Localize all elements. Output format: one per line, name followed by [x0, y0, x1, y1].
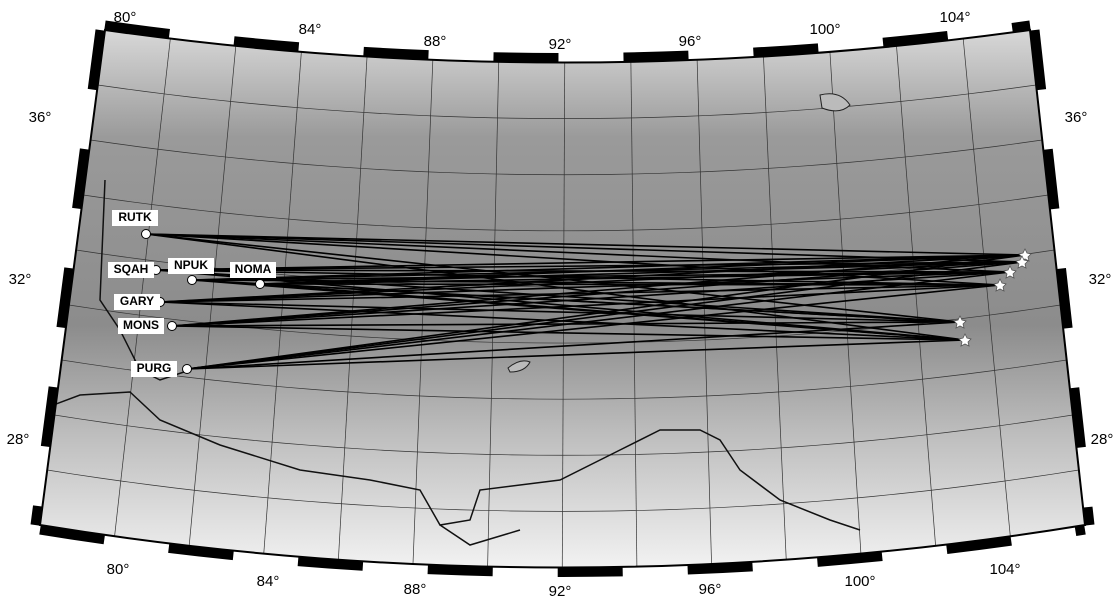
ray-path: [145, 233, 961, 323]
ray-path: [186, 339, 966, 370]
parallel: [97, 84, 1037, 119]
frame-checkers: [30, 20, 1095, 577]
coordinate-label: 28°: [7, 431, 30, 448]
station-label: NPUK: [174, 258, 208, 272]
event-star: [1003, 265, 1017, 279]
station-label-bg: [168, 258, 214, 274]
ray-path: [159, 254, 1026, 303]
station-label-bg: [114, 294, 160, 310]
ray-paths: [145, 233, 1026, 370]
station-label-bg: [230, 262, 276, 278]
station-label-bg: [131, 361, 177, 377]
ray-path: [191, 254, 1026, 281]
ray-path: [159, 284, 1001, 303]
meridian: [696, 59, 712, 565]
station-marker: [167, 321, 177, 331]
coordinate-label: 88°: [424, 33, 447, 50]
coordinate-label: 96°: [699, 581, 722, 598]
station-marker: [141, 229, 151, 239]
ray-path: [186, 261, 1023, 370]
station-label-bg: [118, 318, 164, 334]
event-star: [953, 315, 967, 329]
coordinate-label: 96°: [679, 33, 702, 50]
coordinate-label: 88°: [404, 581, 427, 598]
station-label-bg: [112, 210, 158, 226]
ray-path: [159, 301, 961, 323]
coordinate-label: 32°: [1089, 271, 1112, 288]
meridian: [829, 51, 862, 554]
station-marker: [255, 279, 265, 289]
map-frame: [38, 28, 1087, 569]
coordinate-label: 80°: [107, 561, 130, 578]
parallel: [54, 414, 1073, 456]
event-star: [993, 278, 1007, 292]
ray-path: [259, 283, 1001, 286]
meridian: [412, 59, 434, 565]
coordinate-label: 104°: [989, 561, 1020, 578]
station-label: NOMA: [235, 262, 272, 276]
ray-path: [186, 254, 1026, 370]
coordinate-label: 32°: [9, 271, 32, 288]
coordinate-label: 84°: [257, 573, 280, 590]
event-star: [958, 333, 972, 347]
ray-path: [171, 284, 1001, 327]
meridian: [188, 45, 237, 546]
coordinate-label: 80°: [114, 9, 137, 26]
ray-path: [186, 321, 961, 370]
meridian: [487, 61, 500, 567]
station-label: PURG: [137, 361, 172, 375]
meridian: [114, 38, 171, 537]
coordinate-label: 92°: [549, 583, 572, 600]
ray-path: [171, 261, 1023, 327]
meridian: [896, 45, 936, 546]
coordinate-label: 36°: [1065, 109, 1088, 126]
ray-path: [186, 284, 1001, 370]
station-label: GARY: [120, 294, 154, 308]
coordinate-label: 104°: [939, 9, 970, 26]
coordinate-label: 100°: [844, 573, 875, 590]
ray-path: [186, 271, 1011, 370]
ray-path: [259, 283, 966, 341]
station-label: MONS: [123, 318, 159, 332]
parallel: [61, 359, 1067, 400]
parallel: [90, 139, 1043, 176]
parallel: [47, 469, 1079, 512]
meridian: [561, 62, 566, 568]
parallel: [83, 194, 1049, 232]
ray-path: [171, 325, 966, 341]
coordinate-label: 84°: [299, 21, 322, 38]
ray-path: [145, 233, 1026, 256]
borders: [40, 93, 861, 546]
ray-path: [159, 261, 1023, 303]
meridian: [962, 38, 1011, 537]
coordinate-label: 36°: [29, 109, 52, 126]
ray-path: [155, 254, 1026, 271]
coordinate-label: 100°: [809, 21, 840, 38]
station-label-bg: [108, 262, 154, 278]
station-marker: [187, 275, 197, 285]
meridian: [263, 51, 302, 554]
station-marker: [182, 364, 192, 374]
coordinate-label: 92°: [549, 36, 572, 53]
ray-path: [171, 254, 1026, 327]
station-label: RUTK: [118, 210, 152, 224]
event-star: [1015, 255, 1029, 269]
ray-path: [259, 254, 1026, 285]
ray-path: [145, 233, 1001, 286]
coordinate-label: 28°: [1091, 431, 1114, 448]
ray-path: [155, 269, 966, 341]
station-label: SQAH: [114, 262, 149, 276]
